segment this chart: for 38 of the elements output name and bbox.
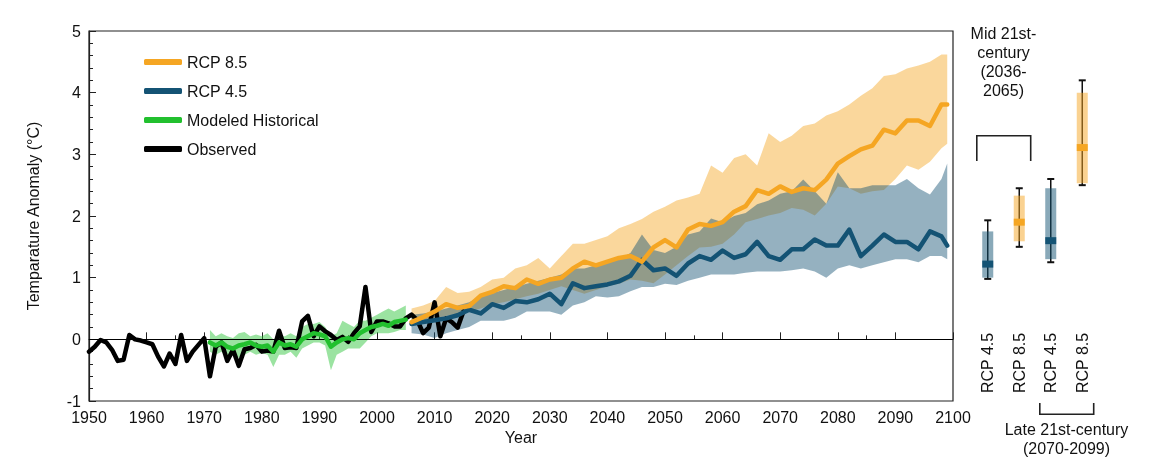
y-tick-label: -1 (66, 392, 82, 410)
y-axis-title: Temparature Anomaly (°C) (24, 121, 42, 311)
y-tick-label: 0 (72, 330, 82, 348)
x-tick-label: 1990 (301, 408, 338, 426)
y-tick-label: 4 (72, 84, 82, 102)
x-tick-label: 2020 (474, 408, 511, 426)
x-tick-label: 1980 (244, 408, 280, 426)
x-tick-label: 1960 (128, 408, 165, 426)
x-tick-label: 2030 (532, 408, 568, 426)
x-tick-label: RCP 8.5 (1010, 332, 1028, 393)
text: Late 21st-century (2070-2099) (1003, 420, 1130, 458)
x-tick-label: 2090 (877, 408, 914, 426)
legend-label: Observed (187, 140, 257, 158)
x-axis-title: Year (504, 429, 538, 447)
y-tick-label: 3 (72, 145, 82, 163)
x-tick-label: RCP 4.5 (1042, 332, 1060, 393)
x-tick-label: 2070 (762, 408, 799, 426)
legend-label: RCP 8.5 (187, 53, 248, 71)
y-tick-label: 1 (72, 269, 82, 287)
y-tick-label: 5 (72, 22, 82, 40)
x-tick-label: RCP 8.5 (1073, 332, 1091, 393)
x-tick-label: 2010 (416, 408, 453, 426)
x-tick-label: 2060 (704, 408, 741, 426)
line-series (207, 317, 409, 354)
x-tick-label: 1970 (186, 408, 223, 426)
x-tick-label: 2050 (647, 408, 683, 426)
x-tick-label: 2000 (359, 408, 395, 426)
x-tick-label: 2040 (589, 408, 626, 426)
line-series (409, 227, 950, 327)
legend-label: RCP 4.5 (187, 82, 248, 100)
y-tick-label: 2 (72, 207, 82, 225)
line-series (409, 102, 950, 325)
legend-label: Modeled Historical (187, 111, 319, 129)
x-tick-label: 2080 (820, 408, 856, 426)
annotation: Mid 21st-century (2036-2065) (969, 24, 1038, 100)
x-tick-label: 2100 (935, 408, 971, 426)
x-tick-label: 1950 (71, 408, 107, 426)
x-tick-label: RCP 4.5 (979, 332, 997, 393)
